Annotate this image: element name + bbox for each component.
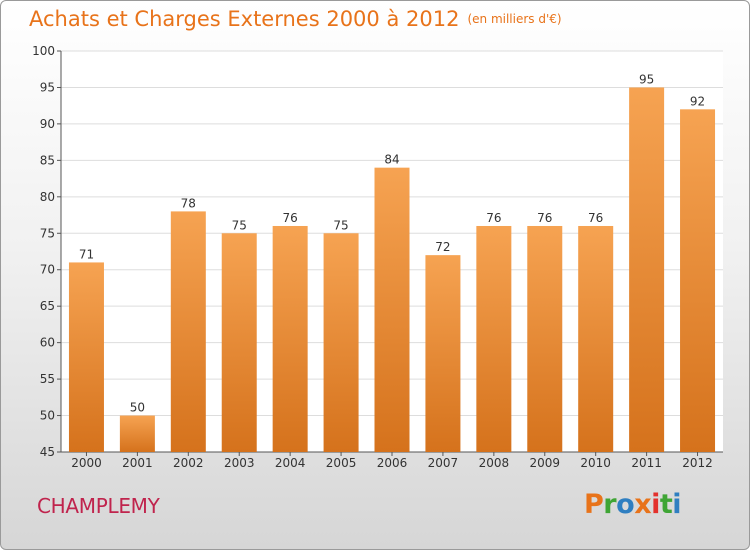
x-tick-label: 2007 (428, 456, 459, 470)
data-label: 75 (232, 218, 247, 232)
data-label: 76 (588, 211, 603, 225)
logo-letter: i (672, 489, 682, 520)
data-label: 95 (639, 72, 654, 86)
x-tick-label: 2009 (529, 456, 560, 470)
bar (221, 233, 257, 452)
y-tick-label: 55 (40, 372, 55, 386)
y-tick-label: 75 (40, 226, 55, 240)
bar (629, 87, 665, 453)
y-tick-label: 100 (32, 44, 55, 58)
y-tick-label: 60 (40, 336, 55, 350)
commune-name: CHAMPLEMY (37, 494, 160, 518)
x-tick-label: 2011 (631, 456, 662, 470)
bar (578, 225, 614, 452)
y-tick-label: 70 (40, 263, 55, 277)
bar (425, 255, 461, 452)
x-tick-label: 2001 (122, 456, 153, 470)
chart-title: Achats et Charges Externes 2000 à 2012 (29, 7, 460, 31)
x-tick-label: 2005 (326, 456, 357, 470)
y-tick-label: 85 (40, 153, 55, 167)
data-label: 76 (486, 211, 501, 225)
bar (119, 415, 155, 452)
chart-unit: (en milliers d'€) (467, 12, 562, 26)
y-tick-label: 50 (40, 409, 55, 423)
logo-letter: r (603, 489, 617, 520)
x-tick-label: 2000 (71, 456, 102, 470)
data-label: 84 (384, 153, 399, 167)
y-tick-label: 90 (40, 117, 55, 131)
x-tick-label: 2012 (682, 456, 713, 470)
data-label: 92 (690, 94, 705, 108)
logo-letter: o (616, 489, 635, 520)
bar (170, 211, 206, 452)
data-label: 75 (333, 218, 348, 232)
logo-letter: i (651, 489, 660, 520)
y-tick-label: 65 (40, 299, 55, 313)
x-tick-label: 2008 (479, 456, 510, 470)
bar (374, 167, 410, 452)
data-label: 76 (283, 211, 298, 225)
bar (272, 225, 308, 452)
x-tick-label: 2010 (580, 456, 611, 470)
y-tick-label: 95 (40, 80, 55, 94)
logo-letter: t (659, 489, 673, 520)
x-tick-label: 2002 (173, 456, 204, 470)
y-tick-label: 45 (40, 445, 55, 459)
bar (527, 225, 563, 452)
x-tick-label: 2004 (275, 456, 306, 470)
logo-letter: P (584, 489, 604, 520)
proxiti-logo: Proxiti (584, 489, 682, 520)
x-tick-label: 2006 (377, 456, 408, 470)
data-label: 50 (130, 401, 145, 415)
data-label: 78 (181, 196, 196, 210)
bar (476, 225, 512, 452)
data-label: 72 (435, 240, 450, 254)
bar (68, 262, 104, 452)
bar (323, 233, 359, 452)
logo-letter: x (634, 489, 652, 520)
x-tick-label: 2003 (224, 456, 255, 470)
data-label: 76 (537, 211, 552, 225)
y-tick-label: 80 (40, 190, 55, 204)
chart-title-block: Achats et Charges Externes 2000 à 2012 (e… (29, 7, 562, 31)
bar (680, 109, 716, 452)
data-label: 71 (79, 247, 94, 261)
